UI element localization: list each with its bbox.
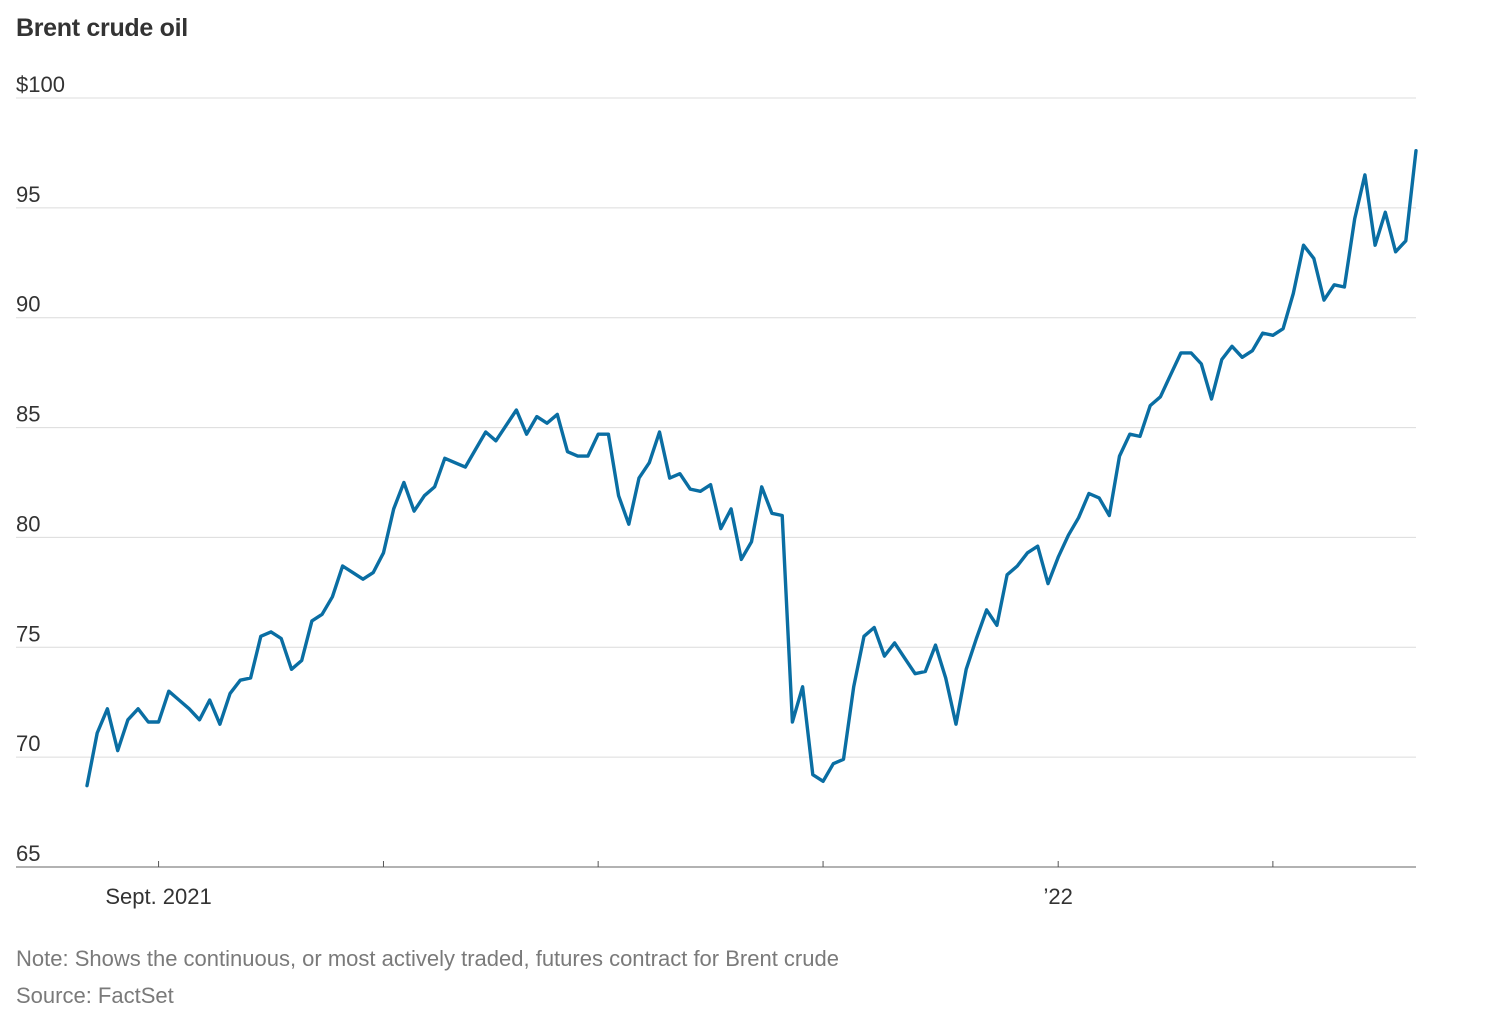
brent-price-line [85,149,1418,788]
y-tick-label: 95 [16,182,40,207]
y-tick-label: 90 [16,292,40,317]
y-tick-label: $100 [16,72,65,97]
y-tick-label: 70 [16,731,40,756]
y-tick-label: 65 [16,841,40,866]
y-tick-label: 75 [16,621,40,646]
x-tick-label: ’22 [1044,884,1073,909]
x-axis-ticks: Sept. 2021 ’22 [105,861,1274,909]
y-tick-label: 80 [16,511,40,536]
chart-note: Note: Shows the continuous, or most acti… [16,946,839,971]
chart-source: Source: FactSet [16,983,174,1008]
y-tick-label: 85 [16,402,40,427]
chart-title: Brent crude oil [16,14,188,42]
y-axis-labels: $100 95 90 85 80 75 70 65 [16,72,65,866]
series-layer [85,149,1418,788]
x-tick-label: Sept. 2021 [105,884,211,909]
grid-layer [16,97,1416,758]
chart-svg: $100 95 90 85 80 75 70 65 Sept. 2021 ’22 [16,72,1418,909]
